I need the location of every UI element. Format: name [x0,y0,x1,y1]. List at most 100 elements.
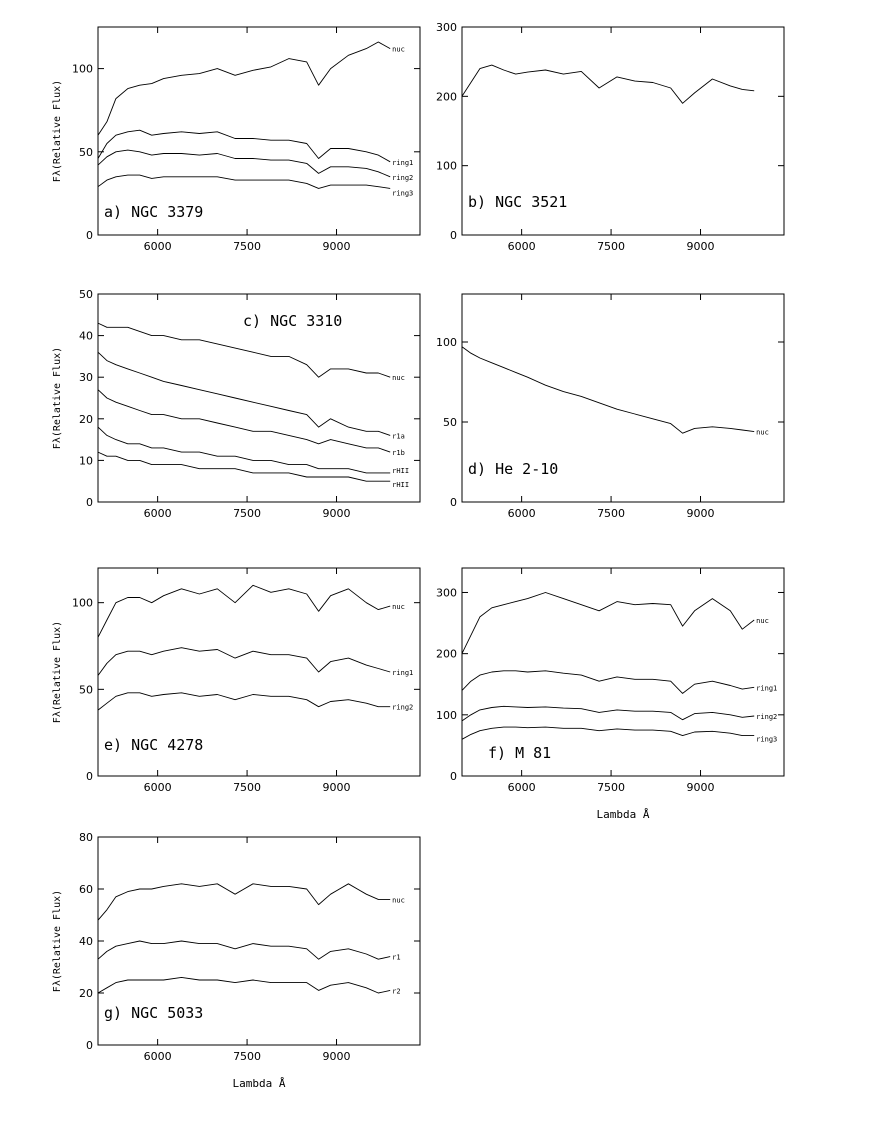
y-tick-label: 0 [450,496,457,509]
plot-frame [461,293,785,503]
spectrum-line-r1a [97,351,391,436]
spectrum-line-r1b [97,389,391,453]
spectrum-line-ring3 [97,174,391,189]
spectrum-line-ring1 [461,670,755,694]
x-tick-label: 7500 [233,240,261,253]
y-tick-label: 60 [79,883,93,896]
series-label: rHII [392,481,409,489]
x-tick-label: 6000 [144,1050,172,1063]
series-label: nuc [392,603,405,611]
x-tick-label: 9000 [687,507,715,520]
panel-title: c) NGC 3310 [243,312,342,330]
spectrum-line-ring2 [97,692,391,711]
panel-title: d) He 2-10 [468,460,558,478]
spectrum-line-r1 [97,940,391,960]
spectrum-line-ring3 [461,726,755,740]
x-axis-label: Lambda Å [597,808,650,821]
x-tick-label: 7500 [597,507,625,520]
series-label: r1b [392,449,405,457]
spectrum-line-rHII [97,451,391,482]
x-tick-label: 6000 [144,507,172,520]
x-tick-label: 6000 [508,507,536,520]
y-axis-label: Fλ(Relative Flux) [52,621,63,723]
y-tick-label: 100 [72,63,93,76]
y-tick-label: 100 [436,709,457,722]
series-label: ring2 [392,174,413,182]
series-label: ring2 [392,704,413,712]
y-tick-label: 0 [86,770,93,783]
y-tick-label: 10 [79,454,93,467]
spectrum-line-ring1 [97,129,391,163]
plot-frame [97,567,421,777]
x-axis-label: Lambda Å [233,1077,286,1090]
series-label: r2 [392,987,400,995]
y-tick-label: 50 [79,146,93,159]
x-tick-label: 7500 [597,781,625,794]
spectrum-line-ring1 [97,647,391,676]
x-tick-label: 9000 [687,781,715,794]
y-axis-label: Fλ(Relative Flux) [52,890,63,992]
series-label: rHII [392,467,409,475]
panel-title: g) NGC 5033 [104,1004,203,1022]
y-tick-label: 80 [79,831,93,844]
y-tick-label: 0 [86,1039,93,1052]
panel-title: b) NGC 3521 [468,193,567,211]
y-tick-label: 200 [436,648,457,661]
spectrum-line-nuc [97,883,391,921]
x-tick-label: 6000 [508,781,536,794]
y-tick-label: 0 [450,229,457,242]
x-tick-label: 6000 [144,240,172,253]
x-tick-label: 7500 [233,781,261,794]
series-label: nuc [756,429,769,437]
panel-title: f) M 81 [488,744,551,762]
spectrum-line-ring2 [97,149,391,178]
series-label: nuc [392,374,405,382]
series-label: ring1 [756,684,777,692]
spectrum-line-nuc [97,322,391,378]
spectrum-panel: 6000 7500 9000 0 100 200 300 nuc ring1 ring2 ring3… [436,567,785,821]
plot-frame [461,567,785,777]
series-label: ring1 [392,159,413,167]
spectrum-line-nuc [461,346,755,434]
spectrum-line-nuc [97,584,391,638]
panel-title: a) NGC 3379 [104,203,203,221]
series-label: ring1 [392,669,413,677]
y-tick-label: 200 [436,90,457,103]
spectrum-line-nuc [97,41,391,136]
plot-frame [97,26,421,236]
x-tick-label: 7500 [597,240,625,253]
panel-title: e) NGC 4278 [104,736,203,754]
spectrum-line-rHII [97,426,391,474]
spectrum-panel: 6000 7500 9000 0 50 100 nuc ring1 ring2 e) NGC 42… [52,567,421,794]
spectrum-panel: 6000 7500 9000 0 10 20 30 40 50 nuc r1a r1b rHII rHII… [52,288,421,520]
x-tick-label: 7500 [233,507,261,520]
spectrum-line-ring2 [461,705,755,722]
y-axis-label: Fλ(Relative Flux) [52,347,63,449]
series-label: nuc [392,896,405,904]
series-label: r1 [392,954,400,962]
spectrum-line-nuc [461,592,755,654]
plot-frame [97,293,421,503]
y-tick-label: 100 [436,336,457,349]
y-tick-label: 0 [86,496,93,509]
x-tick-label: 7500 [233,1050,261,1063]
x-tick-label: 6000 [144,781,172,794]
x-tick-label: 9000 [323,240,351,253]
spectrum-panel: 6000 7500 9000 0 20 40 60 80 nuc r1 r2 g) NGC 5033 F… [52,831,421,1090]
y-tick-label: 300 [436,586,457,599]
y-axis-label: Fλ(Relative Flux) [52,80,63,182]
spectrum-panel: 6000 7500 9000 0 50 100 nuc ring1 ring2 ring3 a) N… [52,26,421,253]
x-tick-label: 6000 [508,240,536,253]
series-label: nuc [392,46,405,54]
y-tick-label: 20 [79,987,93,1000]
y-tick-label: 20 [79,413,93,426]
y-tick-label: 0 [450,770,457,783]
series-label: nuc [756,617,769,625]
x-tick-label: 9000 [687,240,715,253]
plot-frame [461,26,785,236]
y-tick-label: 40 [79,935,93,948]
x-tick-label: 9000 [323,781,351,794]
y-tick-label: 50 [79,683,93,696]
y-tick-label: 30 [79,371,93,384]
